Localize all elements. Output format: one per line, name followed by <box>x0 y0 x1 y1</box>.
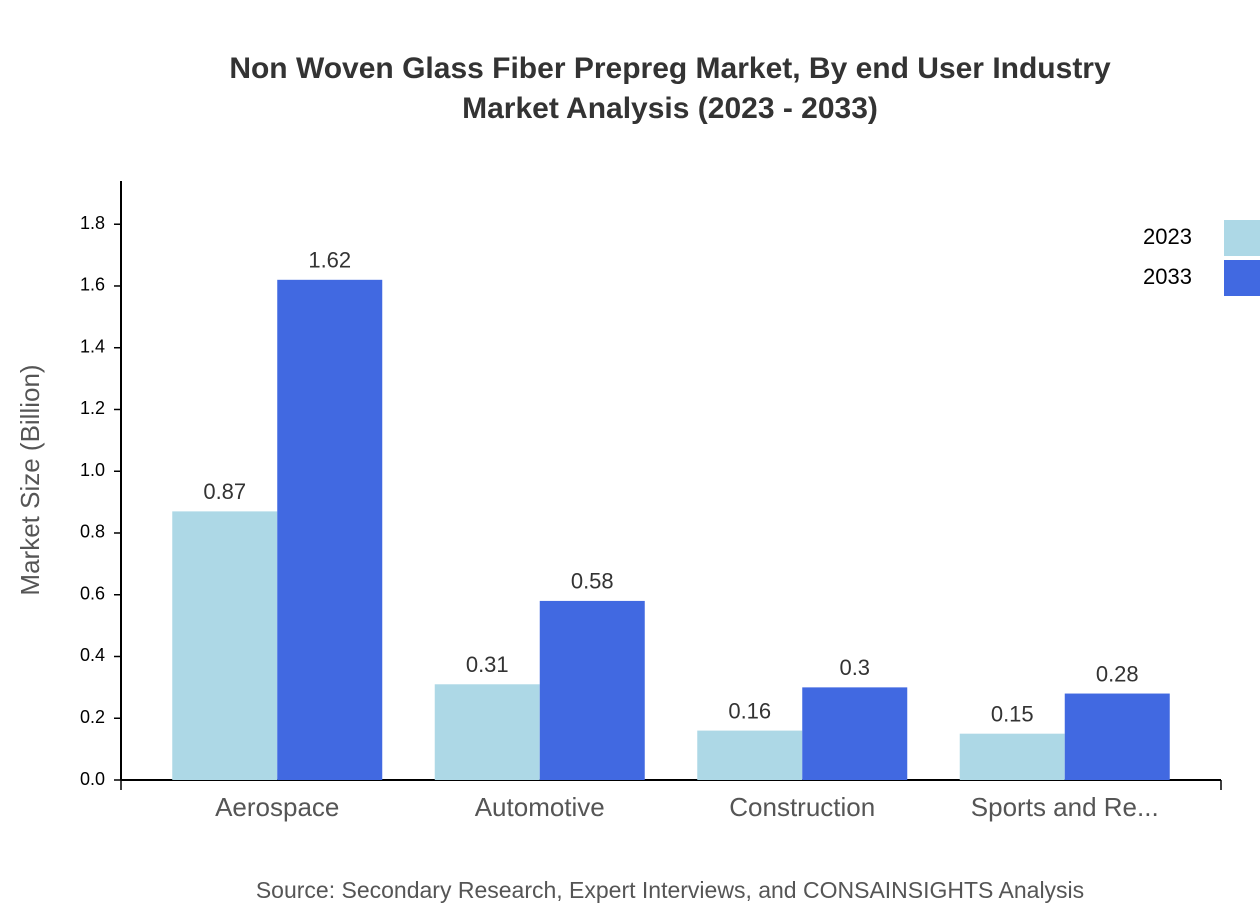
y-tick-label: 0.6 <box>80 583 105 603</box>
y-tick-label: 1.2 <box>80 398 105 418</box>
y-tick-label: 1.4 <box>80 336 105 356</box>
value-label: 0.16 <box>728 698 771 723</box>
y-tick-label: 1.6 <box>80 275 105 295</box>
bar <box>172 511 278 780</box>
bar <box>277 279 383 780</box>
legend-label: 2023 <box>1143 224 1192 249</box>
x-tick-label: Sports and Re... <box>971 792 1159 822</box>
value-label: 0.28 <box>1096 661 1139 686</box>
x-tick-label: Construction <box>729 792 875 822</box>
bar <box>539 600 645 780</box>
bar <box>802 687 908 780</box>
y-tick-label: 0.0 <box>80 769 105 789</box>
y-tick-label: 0.4 <box>80 645 105 665</box>
value-label: 0.3 <box>839 655 870 680</box>
bar <box>1064 693 1170 780</box>
y-tick-label: 0.8 <box>80 522 105 542</box>
value-label: 1.62 <box>308 248 351 273</box>
value-label: 0.15 <box>991 701 1034 726</box>
bar <box>959 733 1065 780</box>
x-tick-label: Aerospace <box>215 792 339 822</box>
value-label: 0.87 <box>203 479 246 504</box>
x-tick-label: Automotive <box>475 792 605 822</box>
y-tick-label: 1.8 <box>80 213 105 233</box>
y-tick-label: 1.0 <box>80 460 105 480</box>
bar <box>697 730 803 780</box>
value-label: 0.31 <box>466 652 509 677</box>
source-note: Source: Secondary Research, Expert Inter… <box>256 877 1084 903</box>
chart-subtitle: Market Analysis (2023 - 2033) <box>462 92 878 125</box>
legend-label: 2033 <box>1143 264 1192 289</box>
y-axis-label: Market Size (Billion) <box>15 364 45 595</box>
legend-swatch <box>1224 260 1260 296</box>
legend-swatch <box>1224 220 1260 256</box>
value-label: 0.58 <box>571 569 614 594</box>
bar <box>434 684 540 780</box>
chart-title: Non Woven Glass Fiber Prepreg Market, By… <box>229 52 1111 85</box>
y-tick-label: 0.2 <box>80 707 105 727</box>
